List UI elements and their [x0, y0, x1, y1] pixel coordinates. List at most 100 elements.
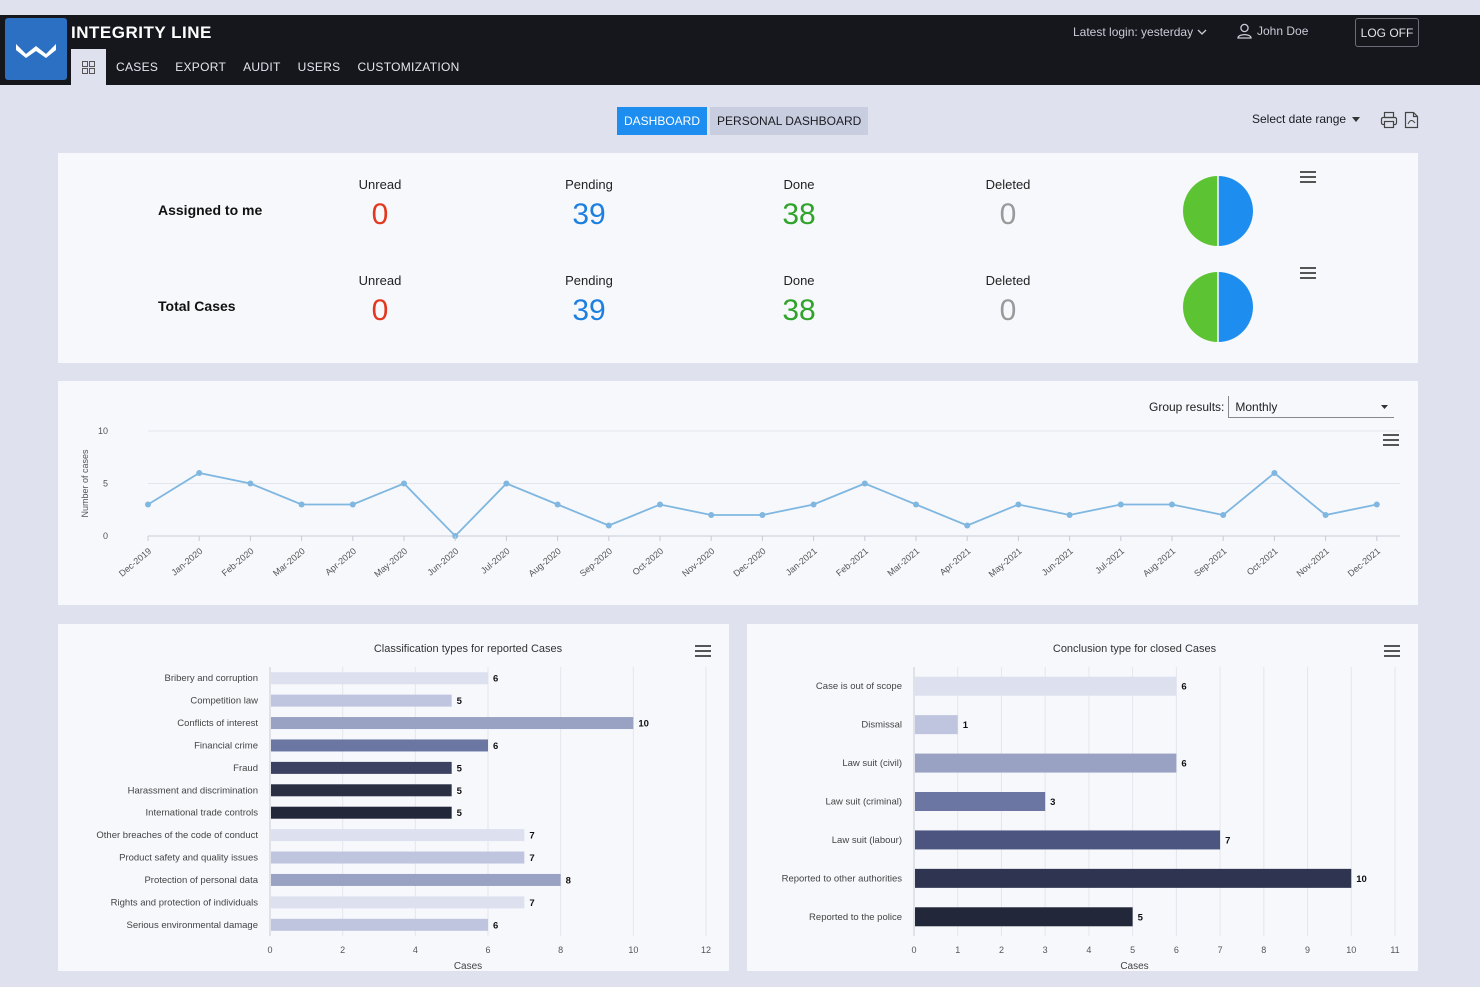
total-menu-button[interactable]: [1300, 267, 1316, 279]
nav-customization[interactable]: CUSTOMIZATION: [357, 60, 460, 74]
data-label: 10: [1356, 874, 1367, 885]
x-tick-label: 6: [485, 945, 490, 955]
x-tick-label: Oct-2020: [630, 546, 665, 577]
conclusion-menu-button[interactable]: [1384, 645, 1400, 657]
y-tick-label: Conflicts of interest: [177, 718, 258, 729]
data-label: 5: [457, 786, 463, 797]
bar: [271, 739, 488, 752]
x-tick-label: 12: [701, 945, 711, 955]
x-tick-label: 10: [1346, 945, 1356, 955]
top-navbar: INTEGRITY LINE CASES EXPORT AUDIT USERS …: [0, 15, 1480, 85]
group-results-select[interactable]: Monthly: [1228, 396, 1395, 418]
pdf-file-icon: [1404, 111, 1419, 129]
stat-total-deleted[interactable]: Deleted 0: [948, 273, 1068, 328]
data-label: 7: [529, 898, 534, 909]
data-point: [759, 512, 766, 518]
assigned-menu-button[interactable]: [1300, 171, 1316, 183]
bar: [271, 717, 634, 730]
data-label: 6: [1181, 759, 1186, 770]
data-point: [196, 470, 203, 476]
stat-assigned-done[interactable]: Done 38: [739, 177, 859, 232]
user-menu[interactable]: John Doe: [1237, 23, 1308, 39]
bar: [915, 792, 1046, 811]
pie-slice-done[interactable]: [1183, 272, 1218, 342]
bar: [915, 676, 1177, 696]
nav-audit[interactable]: AUDIT: [243, 60, 281, 74]
stat-total-pending[interactable]: Pending 39: [529, 273, 649, 328]
latest-login-dropdown[interactable]: Latest login: yesterday: [1073, 25, 1207, 39]
stat-label: Done: [783, 177, 815, 192]
data-point: [145, 501, 151, 508]
chart-title: Classification types for reported Cases: [374, 643, 563, 655]
classification-bar-chart[interactable]: Classification types for reported Cases 0…: [58, 624, 729, 972]
tab-dashboard[interactable]: DASHBOARD: [617, 107, 708, 135]
nav-users[interactable]: USERS: [297, 60, 341, 74]
user-name: John Doe: [1257, 24, 1309, 38]
data-label: 6: [493, 741, 498, 752]
x-tick-label: Apr-2020: [323, 546, 358, 577]
date-range-select[interactable]: Select date range: [1252, 112, 1361, 126]
x-tick-label: Mar-2021: [885, 546, 921, 578]
stat-label: Pending: [565, 177, 613, 192]
data-point: [1271, 470, 1278, 476]
bar: [271, 829, 525, 842]
data-point: [349, 501, 356, 508]
timeline-menu-button[interactable]: [1383, 434, 1399, 446]
data-label: 10: [638, 719, 649, 730]
bar: [271, 918, 488, 931]
nav-export[interactable]: EXPORT: [175, 60, 227, 74]
assigned-pie-chart[interactable]: [1182, 175, 1254, 247]
data-label: 5: [457, 808, 463, 819]
stat-total-unread[interactable]: Unread 0: [320, 273, 440, 328]
x-tick-label: Jan-2020: [169, 546, 204, 578]
caret-down-icon: [1352, 116, 1361, 122]
data-point: [964, 522, 971, 529]
data-point: [554, 501, 561, 508]
data-label: 3: [1050, 797, 1055, 808]
pie-slice-done[interactable]: [1183, 176, 1218, 246]
conclusion-bar-chart[interactable]: Conclusion type for closed Cases 0 1 2 3 4 5 6 7…: [747, 624, 1418, 972]
x-tick-label: May-2020: [372, 546, 409, 579]
x-tick-label: Aug-2021: [1141, 546, 1177, 579]
y-tick-label: 10: [98, 426, 108, 436]
print-icon: [1380, 111, 1398, 129]
x-tick-label: 1: [955, 945, 960, 955]
x-tick-label: 11: [1390, 945, 1399, 955]
stat-assigned-unread[interactable]: Unread 0: [320, 177, 440, 232]
pie-slice-pending[interactable]: [1218, 272, 1253, 342]
bar: [271, 873, 561, 886]
cases-line-chart[interactable]: 0 5 10 Number of cases Dec-2019 Jan-2020 Feb-2…: [58, 381, 1418, 605]
x-tick-label: Aug-2020: [527, 546, 563, 579]
nav-dashboard-home[interactable]: [71, 49, 106, 85]
classification-menu-button[interactable]: [695, 645, 711, 657]
stat-value: 0: [371, 294, 389, 327]
top-strip: [0, 0, 1480, 15]
data-point: [401, 480, 407, 487]
bar: [271, 694, 452, 707]
total-pie-chart[interactable]: [1182, 271, 1254, 343]
x-tick-label: Feb-2020: [220, 546, 256, 578]
x-tick-label: 0: [911, 945, 916, 955]
nav-cases[interactable]: CASES: [116, 60, 159, 74]
stats-panel: Assigned to me Unread 0 Pending 39 Done …: [58, 153, 1418, 363]
pdf-export-button[interactable]: [1404, 111, 1419, 134]
x-tick-label: Jun-2021: [1040, 546, 1075, 578]
stat-total-done[interactable]: Done 38: [739, 273, 859, 328]
x-tick-label: Oct-2021: [1245, 546, 1280, 577]
stat-assigned-pending[interactable]: Pending 39: [529, 177, 649, 232]
x-axis-title: Cases: [454, 961, 482, 971]
tab-personal-dashboard[interactable]: PERSONAL DASHBOARD: [710, 107, 869, 135]
x-tick-label: 8: [1261, 945, 1266, 955]
print-button[interactable]: [1380, 111, 1398, 134]
x-tick-label: Dec-2019: [117, 546, 153, 579]
stat-assigned-deleted[interactable]: Deleted 0: [948, 177, 1068, 232]
app-logo[interactable]: [5, 18, 67, 80]
y-tick-label: Reported to the police: [809, 912, 902, 923]
y-tick-label: Protection of personal data: [144, 875, 258, 886]
stat-value: 38: [782, 294, 816, 327]
pie-slice-pending[interactable]: [1218, 176, 1253, 246]
x-tick-label: Sep-2021: [1192, 546, 1228, 579]
chart-title: Conclusion type for closed Cases: [1053, 643, 1217, 655]
logoff-button[interactable]: LOG OFF: [1355, 18, 1419, 47]
y-tick-label: Financial crime: [194, 740, 258, 751]
